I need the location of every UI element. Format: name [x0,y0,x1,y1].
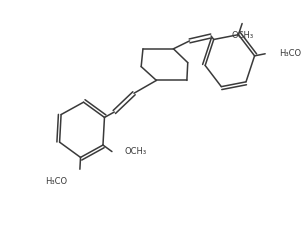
Text: OCH₃: OCH₃ [231,31,253,40]
Text: H₃CO: H₃CO [280,49,302,58]
Text: OCH₃: OCH₃ [124,147,146,156]
Text: H₃CO: H₃CO [45,177,67,186]
